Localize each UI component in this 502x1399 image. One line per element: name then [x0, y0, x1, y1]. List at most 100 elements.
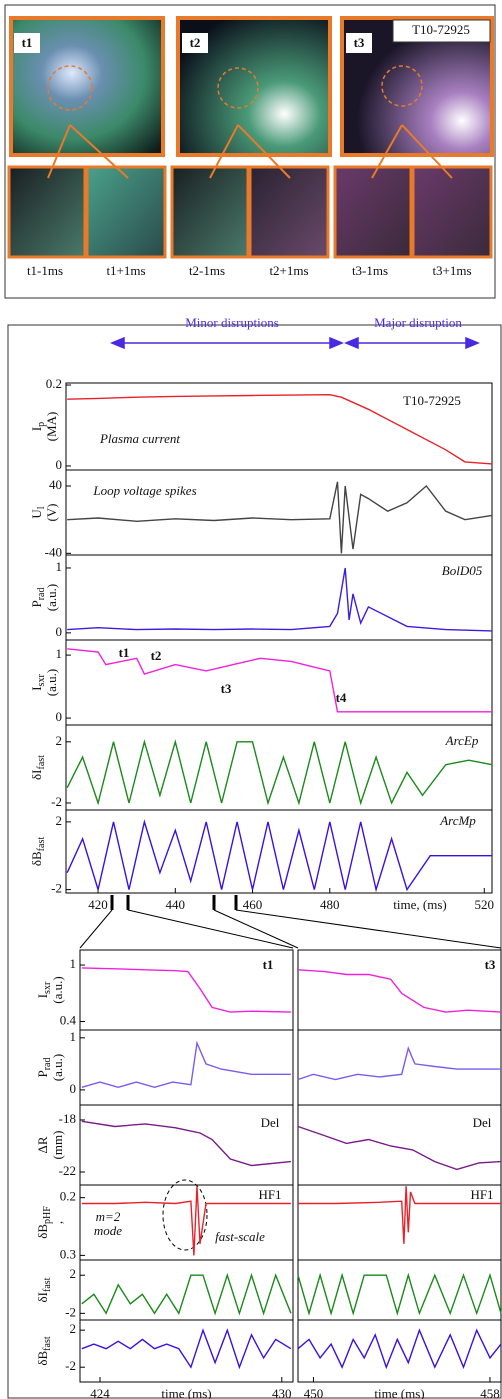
annotation: mode [94, 1223, 122, 1238]
y-tick-label: 0 [70, 1081, 77, 1096]
frame-box [14, 33, 40, 53]
photo [411, 165, 493, 259]
y-label-sub: fast [36, 837, 47, 852]
plot-frame [65, 554, 493, 641]
annotation: t3 [221, 681, 232, 696]
y-axis-label: δIfast [35, 1277, 53, 1302]
annotation: ArcEp [445, 733, 479, 748]
y-axis-label: Isxr [29, 674, 47, 691]
annotation: t1 [119, 645, 130, 660]
trace [81, 1120, 291, 1167]
y-label-symbol: δB [35, 1350, 50, 1365]
photo [170, 165, 250, 259]
y-label-sub: p [36, 422, 47, 427]
x-tick-label: 450 [304, 1386, 324, 1399]
trace [297, 1125, 502, 1171]
phase-arrows [110, 336, 480, 350]
y-tick-label: -40 [45, 544, 62, 559]
y-tick-label: 1 [70, 1029, 77, 1044]
annotation: t4 [336, 690, 347, 705]
annotation: ArcMp [439, 813, 476, 828]
y-axis-label: δBfast [35, 1336, 53, 1365]
y-tick-label: 2 [56, 813, 63, 828]
annotation: m=2 [96, 1209, 121, 1224]
y-label-symbol: U [29, 509, 44, 519]
y-tick-label: -18 [59, 1111, 76, 1126]
y-tick-label: 1 [56, 646, 63, 661]
y-tick-label: -2 [65, 1304, 76, 1319]
photo [9, 16, 165, 157]
y-axis-unit: (V) [44, 503, 59, 521]
y-label-symbol: P [35, 1070, 50, 1077]
phase-label: Major disruption [374, 315, 462, 330]
annotation: fast-scale [215, 1229, 265, 1244]
trace [67, 648, 492, 713]
y-axis-unit: (a.u.) [50, 1054, 65, 1081]
y-label-symbol: δI [35, 1292, 50, 1302]
badge-box [392, 19, 491, 43]
trace [297, 1328, 502, 1370]
caption: t1+1ms [106, 263, 145, 278]
y-tick-label: -2 [51, 881, 62, 896]
y-tick-label: 2 [70, 1321, 77, 1336]
caption: t1-1ms [27, 263, 63, 278]
photo [7, 165, 87, 259]
y-label-sub: pHF [42, 1206, 53, 1224]
y-label-symbol: ΔR [35, 1136, 50, 1153]
plot-frame [297, 1319, 502, 1383]
frame-box [346, 33, 372, 53]
y-tick-label: 1 [70, 956, 77, 971]
y-label-sub: fast [36, 755, 47, 770]
annotation: HF1 [258, 1187, 281, 1202]
y-tick-label: 0.4 [60, 1013, 77, 1028]
annotation: Del [473, 1115, 492, 1130]
y-axis-label: δIfast [29, 755, 47, 780]
y-tick-label: -2 [51, 794, 62, 809]
y-axis-label: Isxr [35, 981, 53, 998]
x-axis-label: time (ms) [374, 1386, 424, 1399]
frame-box [182, 33, 208, 53]
y-axis-unit: (a.u.) [44, 669, 59, 696]
photo [85, 165, 167, 259]
y-tick-label: 0.2 [60, 1189, 76, 1204]
annotation: BolD05 [442, 563, 483, 578]
plot-frame [297, 1029, 502, 1106]
y-label-symbol: I [35, 994, 50, 998]
photo-panel: T10-72925 t1 t2 t3 t1-1ms t1+1ms t2-1ms … [4, 4, 496, 299]
x-tick-label: 458 [480, 1386, 500, 1399]
y-axis-label: Prad [35, 1057, 53, 1077]
trace [297, 1272, 502, 1316]
x-tick-label: 424 [90, 1386, 110, 1399]
caption: t3-1ms [352, 263, 388, 278]
trace [81, 1040, 291, 1089]
annotation: T10-72925 [403, 393, 461, 408]
y-tick-label: -22 [59, 1163, 76, 1178]
highlight [381, 65, 423, 107]
y-label-sub: fast [42, 1336, 53, 1351]
frame-label: t1 [22, 35, 33, 50]
y-label-symbol: δI [29, 769, 44, 779]
trace [81, 1328, 292, 1370]
y-label-sub: rad [36, 587, 47, 600]
annotation: Del [261, 1115, 280, 1130]
annotation: t3 [485, 957, 496, 972]
caption: t2+1ms [269, 263, 308, 278]
figure-frame [7, 324, 502, 1399]
mode-highlight [162, 1179, 208, 1251]
y-tick-label: 0 [56, 709, 63, 724]
trace [81, 1186, 291, 1256]
trace [81, 1272, 292, 1316]
y-axis-unit: (a.u.) [44, 584, 59, 611]
y-label-symbol: I [29, 686, 44, 690]
annotation: Loop voltage spikes [92, 483, 196, 498]
y-label-symbol: I [29, 427, 44, 431]
photo [248, 165, 330, 259]
y-label-symbol: δB [29, 851, 44, 866]
x-tick-label: 460 [243, 897, 263, 912]
badge: T10-72925 [412, 22, 470, 37]
y-axis-label: δBpHF [35, 1206, 53, 1239]
frame-label: t2 [190, 35, 201, 50]
y-tick-label: 2 [70, 1266, 77, 1281]
y-axis-label: Ip [29, 422, 47, 431]
